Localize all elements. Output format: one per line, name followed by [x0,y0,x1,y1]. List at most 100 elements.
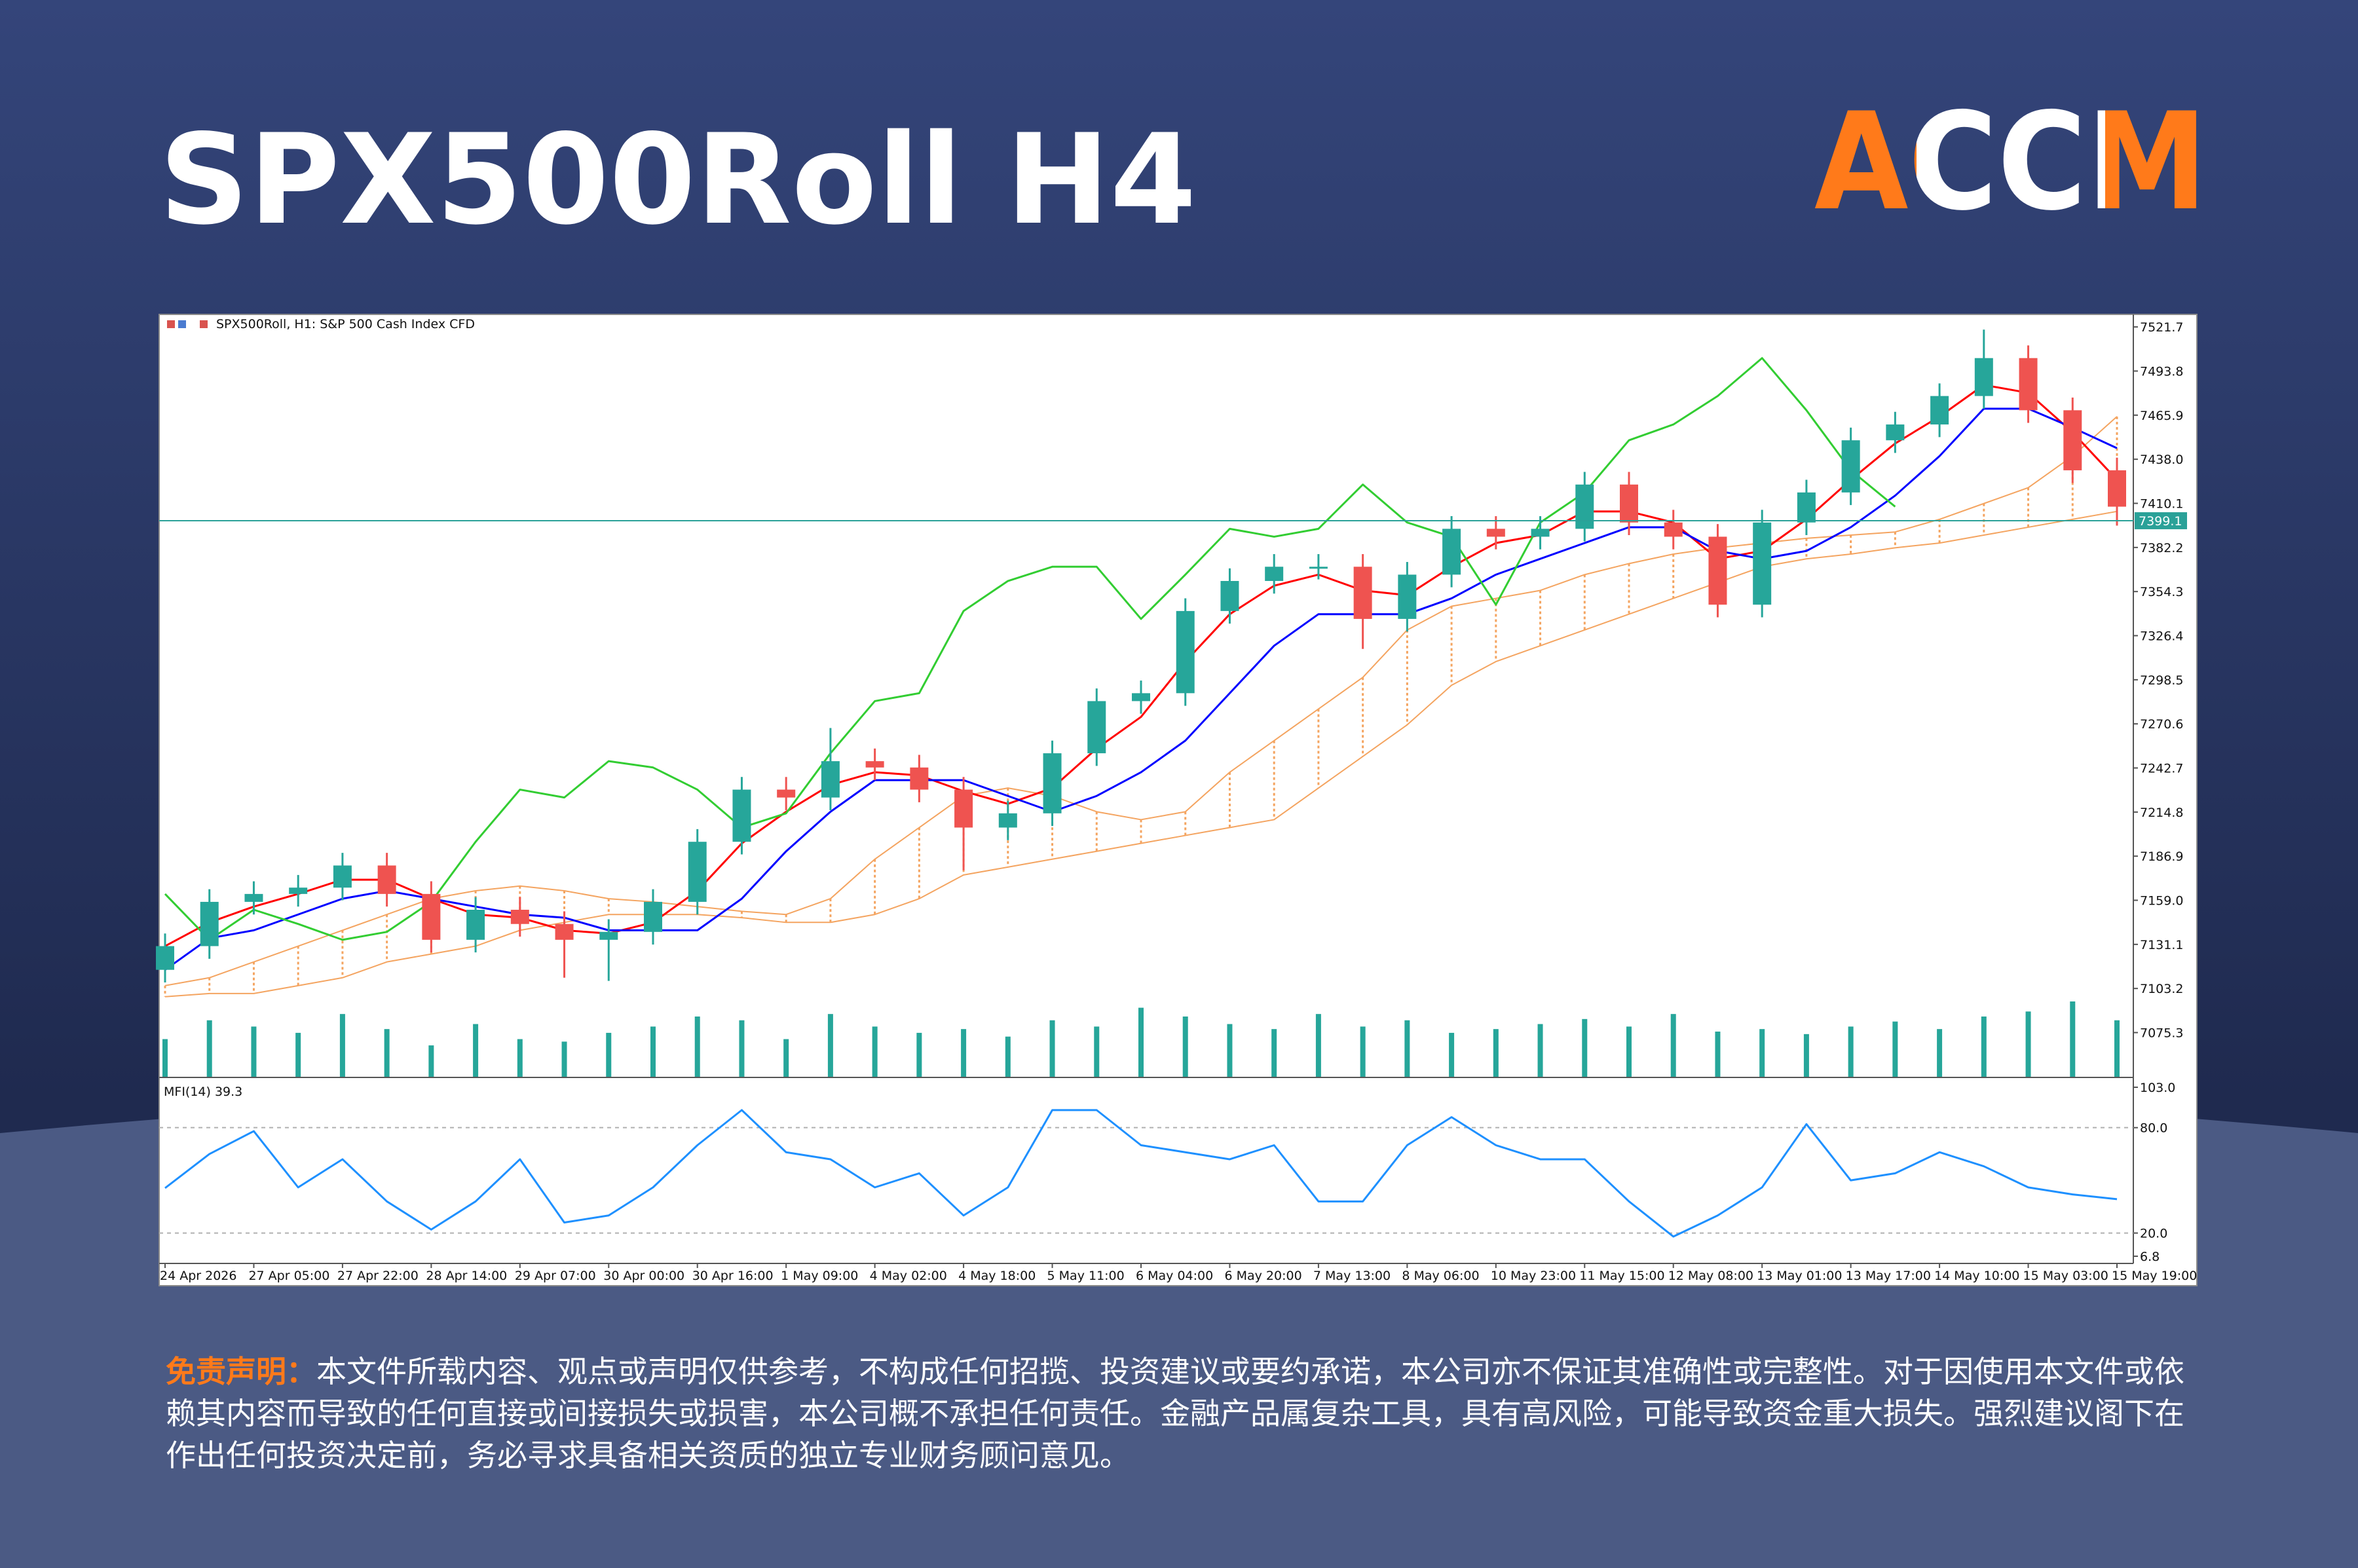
candle-body [1132,693,1150,701]
volume-bar [1582,1018,1588,1077]
volume-bar [428,1045,434,1077]
volume-bar [694,1017,700,1077]
disclaimer-label: 免责声明： [166,1354,316,1389]
x-tick-label: 1 May 09:00 [781,1269,858,1283]
chart-header: SPX500Roll, H1: S&P 500 Cash Index CFD [216,317,475,331]
candle-body [865,761,884,768]
indicator-line [164,1109,2118,1238]
volume-bar [1981,1017,1987,1077]
volume-bar [1227,1024,1233,1077]
candle-body [2108,470,2126,507]
y-tick-label: 7075.3 [2140,1026,2183,1041]
page-title: SPX500Roll H4 [159,107,1197,252]
volume-bar [251,1026,257,1077]
volume-bar [1271,1029,1277,1077]
volume-bar [384,1029,390,1077]
candle-body [1176,610,1195,694]
volume-bar [1182,1017,1188,1077]
volume-bar [606,1032,612,1077]
volume-bar [827,1014,833,1077]
candle-body [732,789,751,842]
volume-bar [1537,1024,1543,1077]
x-tick-label: 8 May 06:00 [1402,1269,1479,1283]
indicator-title: MFI(14) 39.3 [164,1085,242,1099]
cloud-edge [164,510,2118,998]
candle-body [998,813,1017,828]
candle-body [688,842,707,902]
candle-body [1220,581,1239,611]
volume-bar [2025,1011,2031,1077]
volume-bar [1049,1020,1055,1077]
volume-bar [1449,1032,1455,1077]
candle-body [289,887,308,894]
y-tick-label: 20.0 [2140,1227,2167,1241]
candle-body [1043,753,1062,813]
y-tick-label: 7438.0 [2140,453,2183,467]
indicator-line [164,407,2118,971]
x-tick-label: 10 May 23:00 [1491,1269,1576,1283]
y-tick-label: 80.0 [2140,1121,2167,1136]
volume-bar [1759,1029,1765,1077]
candle-body [2063,410,2082,471]
x-tick-label: 7 May 13:00 [1313,1269,1391,1283]
volume-bar [162,1039,168,1077]
x-tick-label: 13 May 17:00 [1846,1269,1931,1283]
volume-bar [2114,1020,2120,1077]
y-tick-label: 7270.6 [2140,717,2183,732]
candle-body [156,946,174,970]
y-tick-label: 7298.5 [2140,673,2183,688]
candle-body [1753,522,1772,605]
disclaimer-text: 本文件所载内容、观点或声明仅供参考，不构成任何招揽、投资建议或要约承诺，本公司亦… [166,1354,2184,1473]
candle-body [1708,536,1727,605]
y-tick-label: 7521.7 [2140,320,2183,335]
x-tick-label: 15 May 03:00 [2023,1269,2108,1283]
x-tick-label: 4 May 18:00 [958,1269,1036,1283]
x-tick-label: 5 May 11:00 [1047,1269,1125,1283]
volume-bar [739,1020,745,1077]
x-tick-label: 15 May 19:00 [2112,1269,2197,1283]
candle-body [510,910,529,924]
volume-bar [561,1041,567,1077]
candle-body [821,761,840,798]
volume-bar [517,1039,523,1077]
x-tick-label: 11 May 15:00 [1579,1269,1664,1283]
volume-bar [1493,1029,1499,1077]
candle-body [1886,424,1905,441]
x-tick-label: 29 Apr 07:00 [515,1269,596,1283]
y-tick-label: 7103.2 [2140,982,2183,996]
candle-body [200,901,219,946]
candle-body [1620,484,1638,523]
volume-bar [961,1029,967,1077]
volume-bar [1803,1034,1809,1077]
candle-body [1265,567,1284,582]
y-tick-label: 7131.1 [2140,938,2183,952]
x-tick-label: 27 Apr 05:00 [248,1269,329,1283]
chart-icon [167,320,175,328]
disclaimer: 免责声明：本文件所载内容、观点或声明仅供参考，不构成任何招揽、投资建议或要约承诺… [166,1351,2196,1476]
candle-body [777,789,796,798]
volume-bar [339,1014,345,1077]
chart-icon [200,320,208,328]
y-tick-label: 7410.1 [2140,497,2183,512]
candle-body [910,767,929,790]
candle-body [644,901,662,932]
candle-body [1087,701,1106,754]
cloud-edge [164,416,2118,986]
candle-body [1531,529,1550,537]
candle-body [1664,522,1683,537]
last-price-label: 7399.1 [2139,514,2182,529]
candle-body [1841,440,1860,493]
volume-bar [650,1026,656,1077]
candle-body [1575,484,1594,529]
candle-body [599,931,618,940]
x-tick-label: 6 May 04:00 [1136,1269,1213,1283]
candle-body [466,910,485,940]
x-tick-label: 30 Apr 00:00 [603,1269,684,1283]
logo: ACCM [1814,84,2207,240]
volume-bar [872,1026,878,1077]
y-tick-label: 7214.8 [2140,806,2183,820]
volume-bar [1404,1020,1410,1077]
volume-bar [1715,1032,1721,1077]
